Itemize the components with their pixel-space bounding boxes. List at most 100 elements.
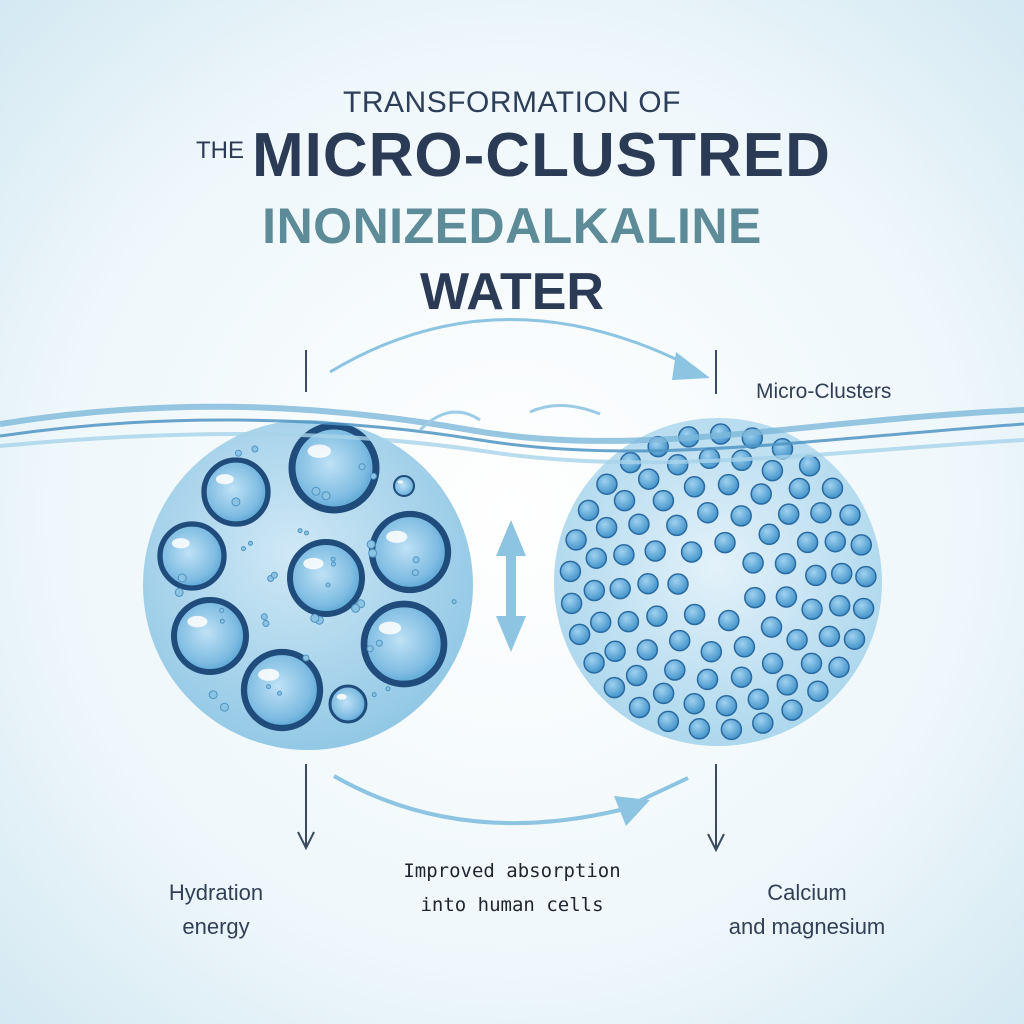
small-droplet <box>174 587 184 597</box>
small-droplet <box>366 539 376 549</box>
micro-cluster-dot <box>855 565 877 588</box>
title-line-4: WATER <box>420 263 604 321</box>
large-cluster-bubble <box>368 510 452 594</box>
micro-cluster-dot <box>559 560 582 583</box>
small-droplet <box>177 573 187 583</box>
curved-arrow-icon-top <box>329 318 691 374</box>
small-droplet <box>358 463 366 471</box>
small-droplet <box>297 528 303 534</box>
micro-cluster-dot <box>761 459 784 482</box>
micro-cluster-dot <box>625 664 648 687</box>
small-droplet <box>385 686 391 692</box>
large-cluster-bubble <box>157 521 227 591</box>
curved-arrow-head-top <box>672 352 710 380</box>
small-droplet <box>248 540 253 546</box>
micro-cluster-dot <box>730 666 753 688</box>
micro-cluster-dot <box>828 595 851 617</box>
small-droplet <box>277 690 282 696</box>
micro-cluster-dot <box>824 530 847 553</box>
micro-cluster-dot <box>801 598 823 621</box>
micro-cluster-dot <box>850 534 873 556</box>
micro-cluster-dot <box>786 629 808 651</box>
micro-cluster-dot <box>637 572 659 595</box>
micro-cluster-dot <box>666 514 688 537</box>
calcium-line-2: and magnesium <box>728 914 886 939</box>
small-droplet <box>366 645 374 653</box>
micro-cluster-dot <box>560 592 583 615</box>
micro-cluster-dot <box>810 501 832 524</box>
micro-cluster-dot <box>568 623 591 646</box>
micro-cluster-dot <box>744 586 766 609</box>
small-droplet <box>411 569 419 577</box>
small-droplet <box>220 702 229 712</box>
small-droplet <box>208 690 218 700</box>
small-droplet <box>260 613 268 621</box>
hydration-label: Hydration energy <box>0 876 432 944</box>
small-droplet <box>302 654 310 662</box>
small-droplet <box>451 599 457 605</box>
micro-cluster-dot <box>776 674 799 696</box>
micro-cluster-dot <box>613 489 636 512</box>
small-droplet <box>311 486 321 496</box>
micro-cluster-dot <box>818 625 841 648</box>
down-arrow-right <box>707 764 725 853</box>
micro-cluster-dot <box>733 636 756 658</box>
large-water-clusters <box>157 422 457 732</box>
title-line-1: TRANSFORMATION OF <box>343 86 681 119</box>
micro-cluster-dot <box>697 501 719 524</box>
micro-cluster-dot <box>839 504 861 526</box>
micro-cluster-dot <box>666 453 689 476</box>
micro-cluster-dot <box>798 455 821 477</box>
small-droplet <box>241 546 246 552</box>
micro-cluster-dot <box>715 694 738 717</box>
curved-arrow-icon-bottom <box>333 774 689 826</box>
micro-cluster-dot <box>680 541 703 563</box>
micro-cluster-circle-icon <box>554 418 882 746</box>
small-droplet <box>325 582 331 588</box>
curved-arrow-head-bottom <box>614 796 650 826</box>
large-cluster-bubble <box>201 457 271 527</box>
micro-cluster-dot <box>636 639 659 661</box>
micro-cluster-dot <box>603 676 626 699</box>
micro-cluster-dot <box>583 579 606 602</box>
micro-cluster-dot <box>683 603 706 626</box>
title-main: MICRO-CLUSTRED <box>252 121 831 190</box>
title-line-3: INONIZEDALKALINE <box>262 198 762 254</box>
absorption-line-1: Improved absorption <box>403 860 621 882</box>
small-droplet <box>412 556 420 564</box>
micro-cluster-dot <box>696 668 719 691</box>
micro-cluster-dot <box>628 513 650 535</box>
absorption-label: Improved absorption into human cells <box>384 854 640 922</box>
small-droplet <box>375 639 383 647</box>
small-droplet <box>219 607 225 613</box>
micro-cluster-dot <box>805 564 827 587</box>
large-cluster-bubble <box>171 597 249 675</box>
micro-cluster-dot <box>852 597 875 620</box>
micro-cluster-dot <box>700 640 723 663</box>
micro-cluster-dot <box>565 529 587 551</box>
micro-cluster-dot <box>585 547 608 569</box>
small-droplet <box>270 571 278 579</box>
micro-cluster-dot <box>657 710 680 733</box>
micro-cluster-dot <box>652 489 675 512</box>
micro-cluster-dot <box>830 562 853 585</box>
title-line-2: THE MICRO-CLUSTRED <box>196 120 831 191</box>
micro-cluster-dot <box>742 552 764 574</box>
micro-cluster-dot <box>720 718 743 741</box>
hydration-line-2: energy <box>182 914 250 939</box>
micro-cluster-dot <box>774 552 797 575</box>
micro-clusters-label: Micro-Clusters <box>756 380 892 403</box>
title-prefix: THE <box>196 137 244 164</box>
micro-cluster-dot <box>664 659 686 681</box>
small-droplet <box>368 548 378 558</box>
small-droplet <box>219 618 225 624</box>
micro-cluster-dot <box>750 483 772 505</box>
large-cluster-bubble <box>287 539 365 617</box>
micro-cluster-dot <box>595 516 618 539</box>
micro-cluster-dot <box>747 688 770 711</box>
micro-cluster-dot <box>714 531 736 554</box>
small-droplet <box>251 445 259 453</box>
micro-cluster-dot <box>758 523 780 546</box>
hydration-line-1: Hydration <box>168 880 264 905</box>
micro-cluster-dot <box>583 652 605 674</box>
